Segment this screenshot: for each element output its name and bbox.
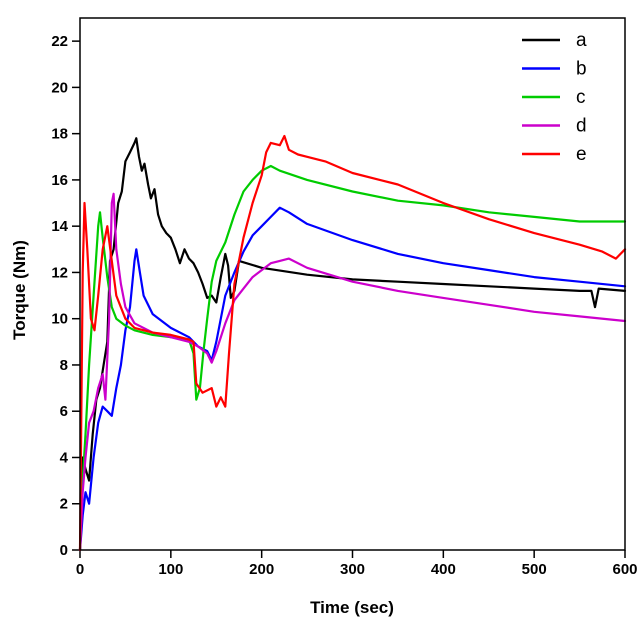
x-tick-label: 100 [158,561,183,578]
series-line-c [78,164,627,552]
series-line-a [78,137,627,552]
x-tick-label: 600 [612,561,637,578]
y-tick-label: 16 [51,172,68,189]
series-line-e [78,134,627,552]
x-tick-label: 400 [431,561,456,578]
y-tick-label: 10 [51,311,68,328]
legend-label-e: e [576,144,587,165]
x-axis: 0 100 200 300 400 500 600 [76,550,638,578]
y-tick-label: 2 [60,496,68,513]
y-tick-label: 22 [51,33,68,50]
legend-label-a: a [576,30,587,51]
y-tick-label: 12 [51,264,68,281]
x-tick-label: 0 [76,561,84,578]
y-tick-label: 18 [51,126,68,143]
y-axis-title: Torque (Nm) [10,240,29,340]
y-axis: 0 2 4 6 8 10 12 14 16 18 20 22 [51,33,80,559]
y-tick-label: 6 [60,403,68,420]
legend-label-b: b [576,59,587,80]
series-lines [78,134,627,552]
x-tick-label: 300 [340,561,365,578]
legend-label-c: c [576,87,586,108]
y-tick-label: 8 [60,357,68,374]
y-tick-label: 4 [60,449,69,466]
series-line-b [78,206,627,552]
y-tick-label: 0 [60,542,68,559]
y-tick-label: 20 [51,79,68,96]
x-tick-label: 200 [249,561,274,578]
y-tick-label: 14 [51,218,68,235]
x-axis-title: Time (sec) [310,598,394,617]
legend-label-d: d [576,116,587,137]
x-tick-label: 500 [522,561,547,578]
series-line-d [78,192,627,552]
plot-frame [79,17,626,551]
